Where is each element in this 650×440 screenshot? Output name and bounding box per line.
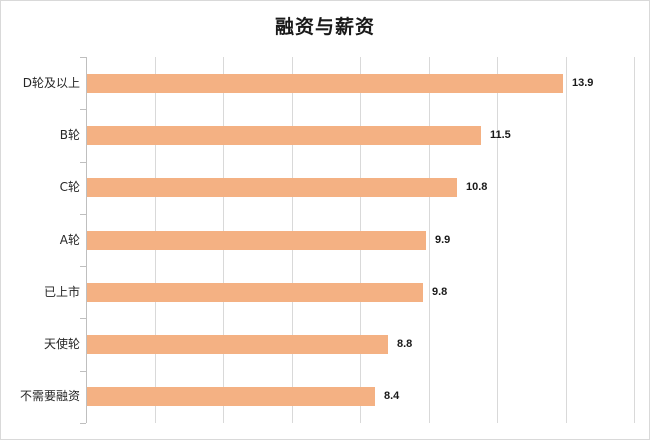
category-label: D轮及以上 — [22, 76, 80, 90]
plot-area: 13.9 11.5 10.8 9.9 9.8 8.8 8.4 — [80, 57, 635, 424]
axis-tick — [80, 109, 86, 110]
axis-tick — [80, 371, 86, 372]
bar — [87, 231, 426, 250]
gridline — [634, 57, 635, 423]
data-label: 10.8 — [466, 181, 488, 193]
bar — [87, 283, 423, 302]
axis-tick — [80, 318, 86, 319]
chart-title: 融资与薪资 — [274, 16, 375, 38]
bar — [87, 335, 388, 354]
axis-tick — [80, 214, 86, 215]
bar — [87, 178, 457, 197]
category-label: B轮 — [59, 128, 80, 142]
bar — [87, 387, 375, 406]
gridline — [566, 57, 567, 423]
axis-tick — [80, 423, 86, 424]
category-label: 已上市 — [43, 285, 80, 299]
y-axis-line — [86, 57, 87, 423]
axis-tick — [80, 57, 86, 58]
category-label: 天使轮 — [43, 337, 80, 351]
data-label: 8.4 — [384, 390, 400, 402]
bar — [87, 74, 563, 93]
data-label: 8.8 — [397, 338, 413, 350]
category-label: A轮 — [59, 233, 80, 247]
data-label: 13.9 — [572, 77, 594, 89]
data-label: 9.8 — [432, 286, 448, 298]
category-label: 不需要融资 — [19, 389, 80, 403]
gridline — [429, 57, 430, 423]
axis-tick — [80, 162, 86, 163]
data-label: 9.9 — [435, 234, 451, 246]
bar — [87, 126, 481, 145]
category-label: C轮 — [59, 180, 80, 194]
data-label: 11.5 — [490, 129, 511, 141]
gridline — [497, 57, 498, 423]
axis-tick — [80, 266, 86, 267]
